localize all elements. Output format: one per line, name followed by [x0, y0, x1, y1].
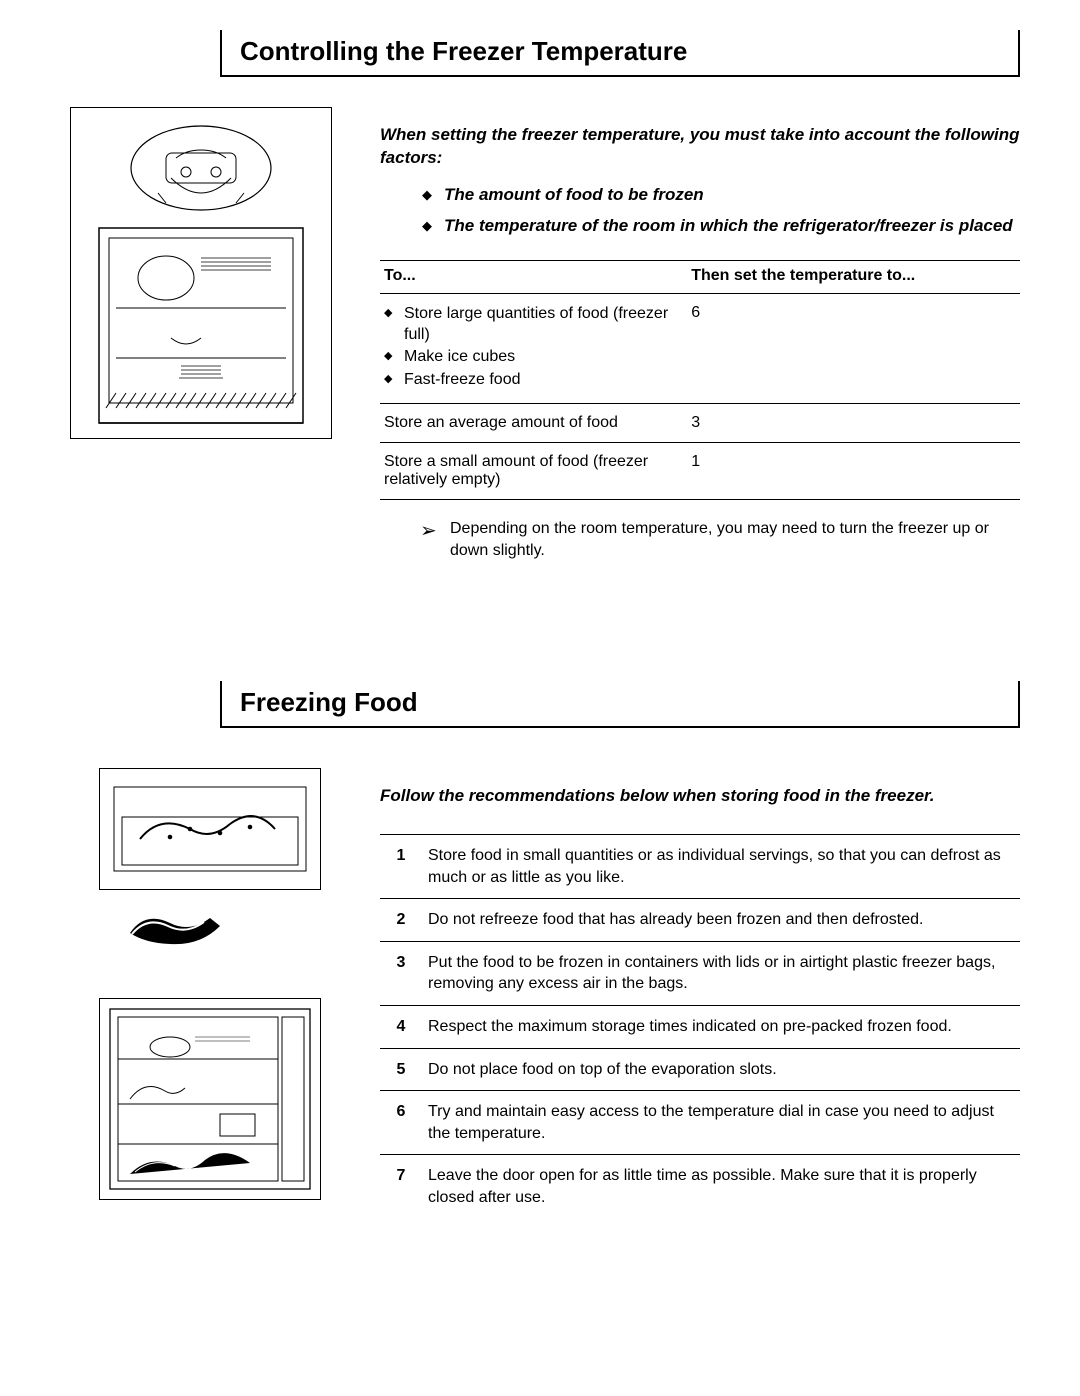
figure-drawer-food: [99, 768, 321, 890]
section1-intro: When setting the freezer temperature, yo…: [380, 124, 1020, 170]
table-row: Store an average amount of food 3: [380, 403, 1020, 442]
rec-row: 7Leave the door open for as little time …: [380, 1155, 1020, 1219]
section-heading-controlling: Controlling the Freezer Temperature: [220, 30, 1020, 77]
rec-row: 4Respect the maximum storage times indic…: [380, 1006, 1020, 1049]
figure-freezer-storage: [99, 998, 321, 1200]
rec-text: Store food in small quantities or as ind…: [422, 835, 1020, 899]
row-value: 3: [687, 403, 1020, 442]
row-value: 6: [687, 293, 1020, 403]
row-value: 1: [687, 442, 1020, 499]
rec-row: 5Do not place food on top of the evapora…: [380, 1048, 1020, 1091]
rec-row: 2Do not refreeze food that has already b…: [380, 899, 1020, 942]
row-item: Store an average amount of food: [380, 403, 687, 442]
table-row: Store large quantities of food (freezer …: [380, 293, 1020, 403]
rec-text: Respect the maximum storage times indica…: [422, 1006, 1020, 1049]
row-item: Store a small amount of food (freezer re…: [380, 442, 687, 499]
figure-dial-freezer: [70, 107, 350, 447]
col-set: Then set the temperature to...: [687, 260, 1020, 293]
rec-row: 3Put the food to be frozen in containers…: [380, 941, 1020, 1005]
rec-text: Leave the door open for as little time a…: [422, 1155, 1020, 1219]
heading-text: Freezing Food: [222, 681, 1018, 726]
rec-text: Do not refreeze food that has already be…: [422, 899, 1020, 942]
arrow-icon: ➢: [420, 518, 450, 561]
heading-text: Controlling the Freezer Temperature: [222, 30, 1018, 75]
row-item: Store large quantities of food (freezer …: [384, 304, 683, 346]
rec-text: Put the food to be frozen in containers …: [422, 941, 1020, 1005]
row-item: Fast-freeze food: [384, 370, 683, 391]
row-item: Make ice cubes: [384, 347, 683, 368]
table-row: Store a small amount of food (freezer re…: [380, 442, 1020, 499]
temperature-table: To... Then set the temperature to... Sto…: [380, 260, 1020, 500]
factors-list: The amount of food to be frozen The temp…: [422, 184, 1020, 238]
section2-intro: Follow the recommendations below when st…: [380, 785, 1020, 808]
note-row: ➢ Depending on the room temperature, you…: [380, 518, 1020, 561]
factor-item: The amount of food to be frozen: [422, 184, 1020, 207]
factor-item: The temperature of the room in which the…: [422, 215, 1020, 238]
note-text: Depending on the room temperature, you m…: [450, 518, 1020, 561]
bag-icon: [120, 908, 230, 958]
section-heading-freezing: Freezing Food: [220, 681, 1020, 728]
rec-text: Try and maintain easy access to the temp…: [422, 1091, 1020, 1155]
col-to: To...: [380, 260, 687, 293]
rec-row: 1Store food in small quantities or as in…: [380, 835, 1020, 899]
rec-row: 6Try and maintain easy access to the tem…: [380, 1091, 1020, 1155]
rec-text: Do not place food on top of the evaporat…: [422, 1048, 1020, 1091]
recommendations-table: 1Store food in small quantities or as in…: [380, 834, 1020, 1219]
